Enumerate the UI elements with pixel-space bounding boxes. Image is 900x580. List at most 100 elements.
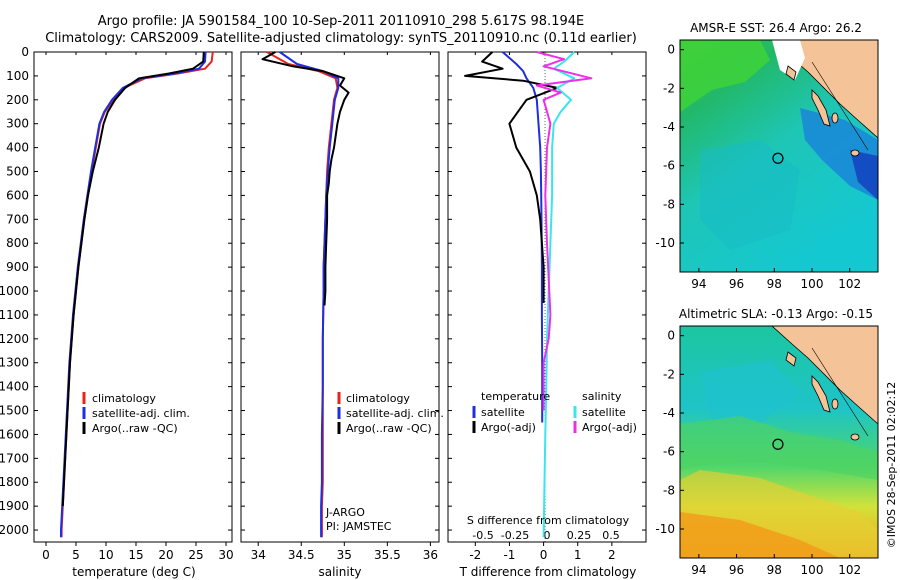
x-tick-label: 0 — [540, 548, 548, 562]
series-line-argo_s — [535, 51, 593, 411]
x-tick-label: -1 — [503, 548, 515, 562]
salinity-annotation-program: J-ARGO — [325, 506, 365, 519]
argo-position-marker — [772, 152, 784, 164]
depth-tick-label: 1100 — [0, 308, 29, 322]
sla-orange-patch — [680, 512, 840, 558]
map-y-tick-label: -10 — [655, 522, 675, 536]
x-tick-label: 25 — [188, 548, 203, 562]
series-line-satellite — [279, 51, 340, 538]
sla-island-2 — [831, 398, 839, 410]
legend-label-argo: Argo(..raw -QC) — [92, 422, 178, 435]
map-y-tick-label: 0 — [667, 329, 675, 343]
depth-tick-label: 1300 — [0, 356, 29, 370]
series-line-argo — [261, 51, 350, 306]
salinity-panel-frame — [240, 51, 440, 543]
x-tick-label: 2 — [608, 548, 616, 562]
map-y-tick-label: -4 — [663, 406, 675, 420]
depth-tick-label: 500 — [6, 165, 29, 179]
depth-tick-label: 1700 — [0, 451, 29, 465]
legend-label-climatology: climatology — [346, 392, 410, 405]
sst-island-1 — [785, 65, 797, 81]
depth-tick-label: 1600 — [0, 427, 29, 441]
temperature-xlabel: temperature (deg C) — [72, 565, 195, 579]
sla-map-frame — [679, 325, 879, 559]
legend-label-s-argo: Argo(-adj) — [582, 421, 637, 434]
map-y-tick-label: -2 — [663, 81, 675, 95]
depth-tick-label: 600 — [6, 188, 29, 202]
difference-legend: temperature satellite Argo(-adj) salinit… — [472, 390, 637, 434]
x-tick-label: 30 — [218, 548, 233, 562]
legend-heading-salinity: salinity — [582, 390, 622, 403]
temperature-plot: 0 5 10 15 20 25 30 — [42, 51, 234, 562]
legend-label-satellite: satellite-adj. clim. — [346, 407, 444, 420]
sla-map: Altimetric SLA: -0.13 Argo: -0.15 94 96 98… — [655, 307, 879, 577]
legend-heading-temperature: temperature — [481, 390, 550, 403]
map-y-tick-label: -6 — [663, 159, 675, 173]
difference-xlabel-top: S difference from climatology — [467, 514, 630, 527]
legend-label-climatology: climatology — [92, 392, 156, 405]
depth-tick-label: 1200 — [0, 332, 29, 346]
x-tick-label-salinity: 0.5 — [602, 529, 620, 542]
x-tick-label: -2 — [469, 548, 481, 562]
map-x-tick-label: 102 — [838, 563, 861, 577]
legend-label-satellite: satellite-adj. clim. — [92, 407, 190, 420]
sst-contour — [811, 61, 869, 151]
x-tick-label: 36 — [423, 548, 438, 562]
sla-blue-patch — [700, 360, 800, 424]
sla-landmass — [771, 326, 878, 425]
sla-contour — [811, 347, 869, 437]
map-x-tick-label: 102 — [838, 277, 861, 291]
depth-tick-label: 100 — [6, 69, 29, 83]
x-tick-label: 20 — [158, 548, 173, 562]
depth-tick-label: 800 — [6, 236, 29, 250]
depth-tick-label: 1900 — [0, 499, 29, 513]
figure-title-line2: Climatology: CARS2009. Satellite-adjuste… — [45, 31, 637, 46]
depth-tick-label: 0 — [21, 45, 29, 59]
sla-island-3 — [850, 433, 860, 441]
temperature-panel-frame — [33, 51, 233, 543]
salinity-xlabel: salinity — [318, 565, 361, 579]
depth-tick-label: 900 — [6, 260, 29, 274]
x-tick-label: 35.5 — [374, 548, 401, 562]
series-line-satellite — [501, 51, 544, 423]
sst-dark-patch — [850, 150, 878, 200]
map-x-tick-label: 94 — [691, 277, 706, 291]
difference-xlabel-bottom: T difference from climatology — [459, 565, 637, 579]
legend-label-s-satellite: satellite — [582, 406, 626, 419]
sla-green-patch — [680, 416, 878, 480]
map-y-tick-label: -2 — [663, 367, 675, 381]
depth-tick-label: 1000 — [0, 284, 29, 298]
depth-tick-label: 1800 — [0, 475, 29, 489]
map-y-tick-label: -4 — [663, 120, 675, 134]
depth-axis: 0 100 200 300 400 500 600 700 800 900 1000 1100 1200… — [0, 45, 646, 537]
x-tick-label: 5 — [72, 548, 80, 562]
map-x-tick-label: 98 — [767, 277, 782, 291]
sst-map-axes: 94 96 98 100 102 0 -2 -4 -6 -8 -10 — [655, 43, 861, 291]
map-y-tick-label: -10 — [655, 236, 675, 250]
salinity-legend: climatology satellite-adj. clim. Argo(..… — [337, 392, 444, 435]
sla-map-title: Altimetric SLA: -0.13 Argo: -0.15 — [679, 307, 873, 321]
depth-tick-label: 2000 — [0, 523, 29, 537]
temperature-legend: climatology satellite-adj. clim. Argo(..… — [82, 392, 190, 435]
map-x-tick-label: 98 — [767, 563, 782, 577]
salinity-annotation-pi: PI: JAMSTEC — [326, 520, 392, 533]
x-tick-label: 35 — [337, 548, 352, 562]
map-y-tick-label: -8 — [663, 197, 675, 211]
series-line-argo — [61, 51, 205, 507]
sla-island-chain — [811, 375, 831, 413]
x-tick-label-salinity: -0.5 — [472, 529, 493, 542]
x-tick-label: 34 — [251, 548, 266, 562]
argo-position-marker — [772, 438, 784, 450]
sla-map-axes: 94 96 98 100 102 0 -2 -4 -6 -8 -10 — [655, 329, 861, 577]
x-tick-label-salinity: -0.25 — [501, 529, 529, 542]
depth-tick-label: 1400 — [0, 380, 29, 394]
map-x-tick-label: 96 — [729, 563, 744, 577]
x-tick-label-salinity: 0.25 — [567, 529, 592, 542]
legend-label-argo: Argo(..raw -QC) — [346, 422, 432, 435]
depth-tick-label: 700 — [6, 212, 29, 226]
x-tick-label-salinity: 0 — [544, 529, 551, 542]
depth-tick-label: 400 — [6, 141, 29, 155]
series-line-satellite_s — [542, 51, 576, 538]
depth-tick-label: 300 — [6, 117, 29, 131]
sst-map-title: AMSR-E SST: 26.4 Argo: 26.2 — [690, 21, 862, 35]
